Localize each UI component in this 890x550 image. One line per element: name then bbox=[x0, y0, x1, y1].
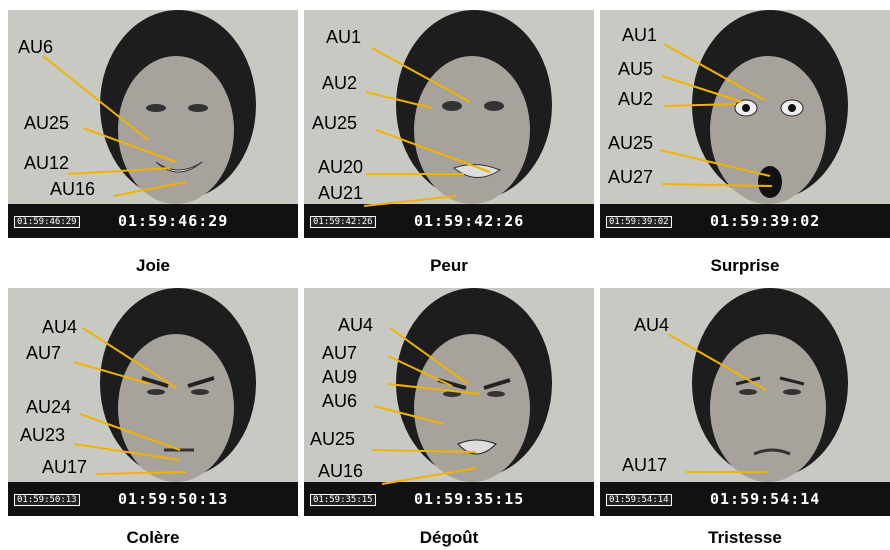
au-label: AU17 bbox=[42, 457, 88, 477]
au-label: AU4 bbox=[338, 315, 374, 335]
au-label: AU17 bbox=[622, 455, 668, 475]
au-label: AU25 bbox=[312, 113, 358, 133]
au-label: AU9 bbox=[322, 367, 358, 387]
caption-surprise: Surprise bbox=[710, 256, 780, 275]
au-label: AU25 bbox=[310, 429, 356, 449]
face-tristesse bbox=[600, 288, 890, 516]
au-label: AU1 bbox=[326, 27, 362, 47]
timecode: 01:59:46:29 bbox=[118, 212, 229, 230]
au-label: AU25 bbox=[24, 113, 70, 133]
au-label: AU2 bbox=[618, 89, 654, 109]
au-label: AU23 bbox=[20, 425, 66, 445]
photo-joie: 01:59:46:29 01:59:46:29 AU6 AU25 AU12 AU… bbox=[8, 10, 298, 238]
caption-joie: Joie bbox=[135, 256, 171, 275]
timecode-box: 01:59:39:02 bbox=[606, 216, 672, 228]
timecode-box: 01:59:46:29 bbox=[14, 216, 80, 228]
timecode: 01:59:42:26 bbox=[414, 212, 525, 230]
au-label: AU6 bbox=[18, 37, 54, 57]
au-label: AU21 bbox=[318, 183, 364, 203]
au-label: AU1 bbox=[622, 25, 658, 45]
photo-tristesse: 01:59:54:14 01:59:54:14 AU4 AU17 bbox=[600, 288, 890, 516]
timecode-box: 01:59:50:13 bbox=[14, 494, 80, 506]
au-label: AU4 bbox=[42, 317, 78, 337]
timecode: 01:59:39:02 bbox=[710, 212, 821, 230]
au-label: AU4 bbox=[634, 315, 670, 335]
timecode: 01:59:50:13 bbox=[118, 490, 229, 508]
photo-peur: 01:59:42:26 01:59:42:26 AU1 AU2 AU25 AU2… bbox=[304, 10, 594, 238]
timecode-box: 01:59:54:14 bbox=[606, 494, 672, 506]
caption-peur: Peur bbox=[430, 256, 468, 275]
au-label: AU7 bbox=[322, 343, 358, 363]
timecode-box: 01:59:42:26 bbox=[310, 216, 376, 228]
timecode: 01:59:54:14 bbox=[710, 490, 821, 508]
photo-degout: 01:59:35:15 01:59:35:15 AU4 AU7 AU9 AU6 … bbox=[304, 288, 594, 516]
caption-tristesse: Tristesse bbox=[708, 528, 782, 547]
au-label: AU27 bbox=[608, 167, 654, 187]
au-label: AU12 bbox=[24, 153, 70, 173]
au-label: AU2 bbox=[322, 73, 358, 93]
au-label: AU5 bbox=[618, 59, 654, 79]
caption-colere: Colère bbox=[126, 528, 180, 547]
face-joie bbox=[8, 10, 298, 238]
au-label: AU25 bbox=[608, 133, 654, 153]
au-label: AU20 bbox=[318, 157, 364, 177]
au-label: AU24 bbox=[26, 397, 72, 417]
face-degout bbox=[304, 288, 594, 516]
photo-colere: 01:59:50:13 01:59:50:13 AU4 AU7 AU24 AU2… bbox=[8, 288, 298, 516]
au-label: AU16 bbox=[50, 179, 96, 199]
au-label: AU6 bbox=[322, 391, 358, 411]
face-peur bbox=[304, 10, 594, 238]
au-label: AU7 bbox=[26, 343, 62, 363]
timecode: 01:59:35:15 bbox=[414, 490, 525, 508]
photo-surprise: 01:59:39:02 01:59:39:02 AU1 AU5 AU2 AU25… bbox=[600, 10, 890, 238]
au-label: AU16 bbox=[318, 461, 364, 481]
caption-degout: Dégoût bbox=[419, 528, 479, 547]
timecode-box: 01:59:35:15 bbox=[310, 494, 376, 506]
face-surprise bbox=[600, 10, 890, 238]
